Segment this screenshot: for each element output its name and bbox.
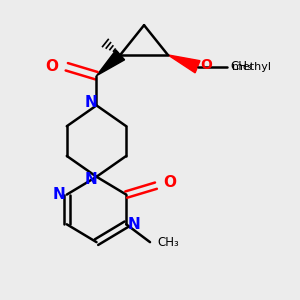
Text: O: O	[200, 58, 212, 72]
Text: N: N	[84, 95, 97, 110]
Text: CH₃: CH₃	[230, 60, 252, 73]
Polygon shape	[168, 55, 200, 73]
Text: N: N	[53, 187, 66, 202]
Text: CH₃: CH₃	[158, 236, 179, 249]
Text: O: O	[45, 59, 58, 74]
Text: O: O	[164, 175, 176, 190]
Text: N: N	[84, 172, 97, 187]
Text: N: N	[127, 217, 140, 232]
Polygon shape	[97, 50, 124, 76]
Text: methyl: methyl	[232, 62, 271, 72]
